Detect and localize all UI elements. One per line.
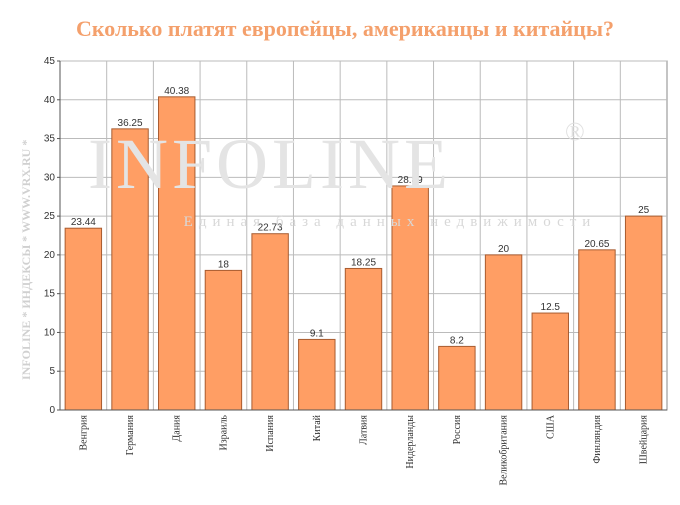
x-tick-label: США bbox=[545, 414, 556, 439]
watermark-side: INFOLINE * ИНДЕКСЫ * WWW.VRX.RU * bbox=[19, 140, 33, 380]
y-tick-label: 30 bbox=[44, 172, 56, 183]
value-label: 36.25 bbox=[118, 118, 143, 129]
x-tick-label: Великобритания bbox=[499, 415, 510, 486]
value-label: 40.38 bbox=[164, 86, 189, 97]
watermark-logo: INFOLINE bbox=[88, 124, 452, 204]
bar bbox=[111, 128, 149, 411]
bar bbox=[158, 96, 196, 411]
bar bbox=[391, 185, 429, 411]
value-label: 22.73 bbox=[258, 223, 283, 234]
bar bbox=[251, 233, 289, 411]
bar bbox=[531, 312, 569, 411]
x-tick-label: Латвия bbox=[359, 415, 370, 445]
value-label: 28.89 bbox=[398, 175, 423, 186]
bar bbox=[484, 254, 523, 411]
plot-area: 0 5 10 15 20 25 30 35 40 45 23.44 Венгрия 36.25 Герма… bbox=[44, 56, 668, 486]
y-tick-label: 40 bbox=[44, 95, 56, 106]
x-tick-label: Венгрия bbox=[78, 415, 89, 451]
x-tick-label: Финляндия bbox=[592, 415, 603, 464]
watermark-mark: ® bbox=[565, 117, 585, 146]
x-tick-label: Испания bbox=[265, 415, 276, 452]
x-tick-label: Китай bbox=[312, 414, 323, 441]
y-tick-label: 45 bbox=[44, 56, 56, 67]
x-tick-label: Россия bbox=[452, 415, 463, 445]
y-tick-label: 15 bbox=[44, 289, 56, 300]
value-label: 18.25 bbox=[351, 257, 376, 268]
y-tick-label: 10 bbox=[44, 327, 56, 338]
x-tick-label: Израиль bbox=[218, 415, 229, 451]
bar bbox=[344, 267, 383, 411]
bar bbox=[624, 215, 663, 411]
value-label: 8.2 bbox=[450, 335, 464, 346]
x-tick-label: Нидерланды bbox=[405, 415, 416, 469]
value-label: 25 bbox=[638, 205, 650, 216]
x-tick-label: Германия bbox=[125, 415, 136, 456]
bar bbox=[578, 249, 616, 411]
value-label: 12.5 bbox=[541, 302, 561, 313]
x-tick-label: Дания bbox=[172, 415, 183, 442]
value-label: 20.65 bbox=[584, 239, 609, 250]
y-tick-label: 5 bbox=[49, 366, 55, 377]
bar bbox=[298, 338, 336, 411]
y-tick-label: 0 bbox=[49, 405, 55, 416]
value-label: 20 bbox=[498, 244, 510, 255]
bar bbox=[64, 227, 103, 411]
x-tick-label: Швейцария bbox=[639, 415, 650, 465]
value-label: 18 bbox=[218, 259, 230, 270]
bar bbox=[204, 269, 243, 411]
value-label: 23.44 bbox=[71, 217, 96, 228]
chart-title: Сколько платят европейцы, американцы и к… bbox=[76, 16, 614, 41]
y-tick-label: 25 bbox=[44, 211, 56, 222]
y-tick-label: 35 bbox=[44, 134, 56, 145]
bar bbox=[438, 345, 476, 411]
y-tick-label: 20 bbox=[44, 250, 56, 261]
watermark-tagline: Единая база данных недвижимости bbox=[184, 214, 597, 230]
value-label: 9.1 bbox=[310, 328, 324, 339]
